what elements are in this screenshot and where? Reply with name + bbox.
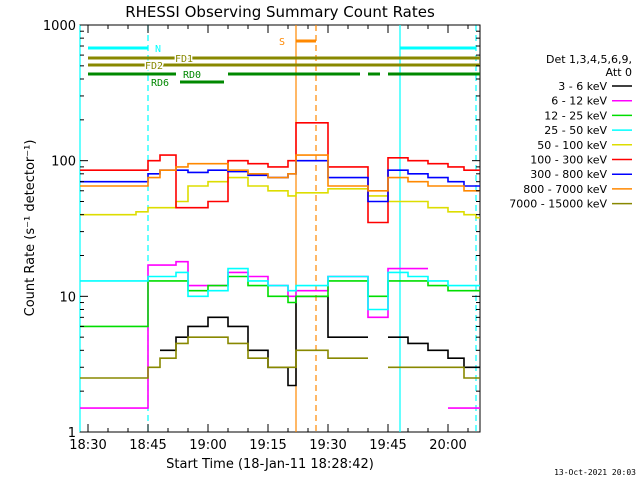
series-line: [80, 336, 480, 379]
flag-label-rd0: RD0: [183, 70, 201, 81]
x-tick-label: 19:15: [249, 438, 286, 453]
x-tick-label: 19:45: [369, 438, 406, 453]
legend-label: 300 - 800 keV: [530, 168, 607, 181]
legend-label: 7000 - 15000 keV: [509, 198, 607, 211]
y-tick-label: 100: [51, 155, 76, 170]
footer-timestamp: 13-Oct-2021 20:03: [554, 468, 636, 477]
legend-label: 50 - 100 keV: [537, 139, 607, 152]
axes: 1 10 100 1000 18:30 18:45 19:00 19:15 19:30 19:45…: [43, 19, 480, 453]
legend: Det 1,3,4,5,6,9,Att 03 - 6 keV 6 - 12 keV…: [509, 53, 632, 211]
legend-label: 100 - 300 keV: [530, 154, 607, 167]
x-tick-label: 18:45: [129, 438, 166, 453]
series-line: [80, 275, 480, 328]
y-tick-label: 1: [68, 426, 76, 441]
series-line: [80, 176, 480, 219]
y-tick-label: 10: [59, 290, 76, 305]
x-tick-label: 19:30: [309, 438, 346, 453]
legend-label: 12 - 25 keV: [544, 109, 607, 122]
y-tick-label: 1000: [43, 19, 76, 34]
plot-frame: [79, 24, 481, 433]
flag-label-fd1: FD1: [175, 54, 193, 65]
flag-label-fd2: FD2: [145, 61, 163, 72]
series-line: [160, 295, 480, 387]
y-axis-label: Count Rate (s⁻¹ detector⁻¹): [23, 140, 38, 317]
x-tick-label: 20:00: [429, 438, 466, 453]
series-line: [80, 260, 480, 409]
series-lines: [80, 122, 480, 409]
legend-header: Att 0: [606, 66, 632, 79]
x-axis-label: Start Time (18-Jan-11 18:28:42): [166, 457, 374, 472]
series-line: [80, 154, 480, 192]
flag-label-s: S: [279, 37, 285, 48]
flag-bars: N S FD1 FD2 RD0 RD6: [88, 36, 480, 91]
flag-label-n: N: [155, 44, 161, 55]
series-line: [80, 267, 480, 311]
legend-header: Det 1,3,4,5,6,9,: [546, 53, 632, 66]
series-line: [80, 122, 480, 224]
flag-label-rd6: RD6: [151, 78, 169, 89]
legend-label: 6 - 12 keV: [551, 95, 607, 108]
x-tick-label: 18:30: [69, 438, 106, 453]
x-tick-label: 19:00: [189, 438, 226, 453]
legend-label: 3 - 6 keV: [558, 80, 607, 93]
time-markers: [79, 25, 477, 432]
chart-frame: [79, 24, 481, 433]
chart-title: RHESSI Observing Summary Count Rates: [125, 3, 435, 21]
legend-label: 25 - 50 keV: [544, 124, 607, 137]
legend-label: 800 - 7000 keV: [523, 183, 607, 196]
